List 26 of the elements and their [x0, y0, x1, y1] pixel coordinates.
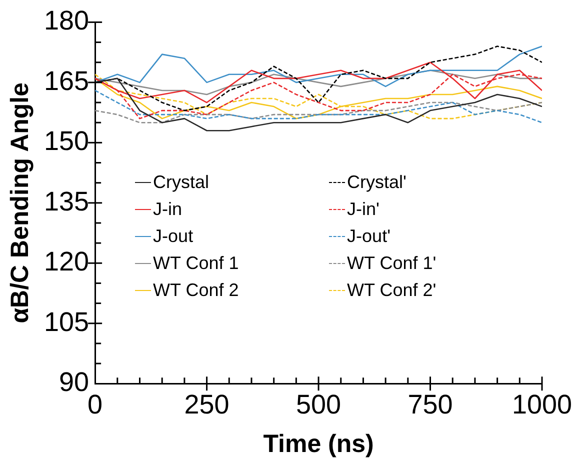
line-series — [95, 90, 542, 124]
legend-label: Crystal — [153, 172, 210, 194]
legend-label: WT Conf 2' — [347, 280, 436, 302]
y-tick-label: 165 — [44, 66, 90, 96]
x-tick-label: 500 — [296, 389, 342, 420]
legend-label: WT Conf 2 — [153, 280, 239, 302]
x-axis-title: Time (ns) — [263, 430, 374, 458]
legend-label: WT Conf 1 — [153, 253, 239, 274]
y-tick-label: 120 — [44, 246, 90, 277]
legend-label: J-out — [153, 226, 194, 248]
legend-label: Crystal' — [347, 172, 406, 194]
legend-label: WT Conf 1' — [347, 253, 436, 274]
x-tick-label: 1000 — [512, 389, 572, 420]
x-tick-label: 0 — [88, 389, 103, 420]
y-tick-label: 105 — [44, 306, 90, 337]
line-series — [95, 102, 542, 124]
y-tick-label: 90 — [59, 367, 90, 398]
y-tick-label: 135 — [44, 186, 90, 216]
x-tick-label: 750 — [408, 389, 453, 420]
legend-label: J-in — [153, 199, 182, 220]
y-axis-title: αB/C Bending Angle — [6, 82, 34, 324]
legend-label: J-out' — [347, 226, 390, 248]
legend-label: J-in' — [347, 199, 380, 220]
y-tick-label: 150 — [44, 126, 90, 156]
x-tick-label: 250 — [184, 389, 230, 420]
y-tick-label: 180 — [44, 6, 90, 36]
